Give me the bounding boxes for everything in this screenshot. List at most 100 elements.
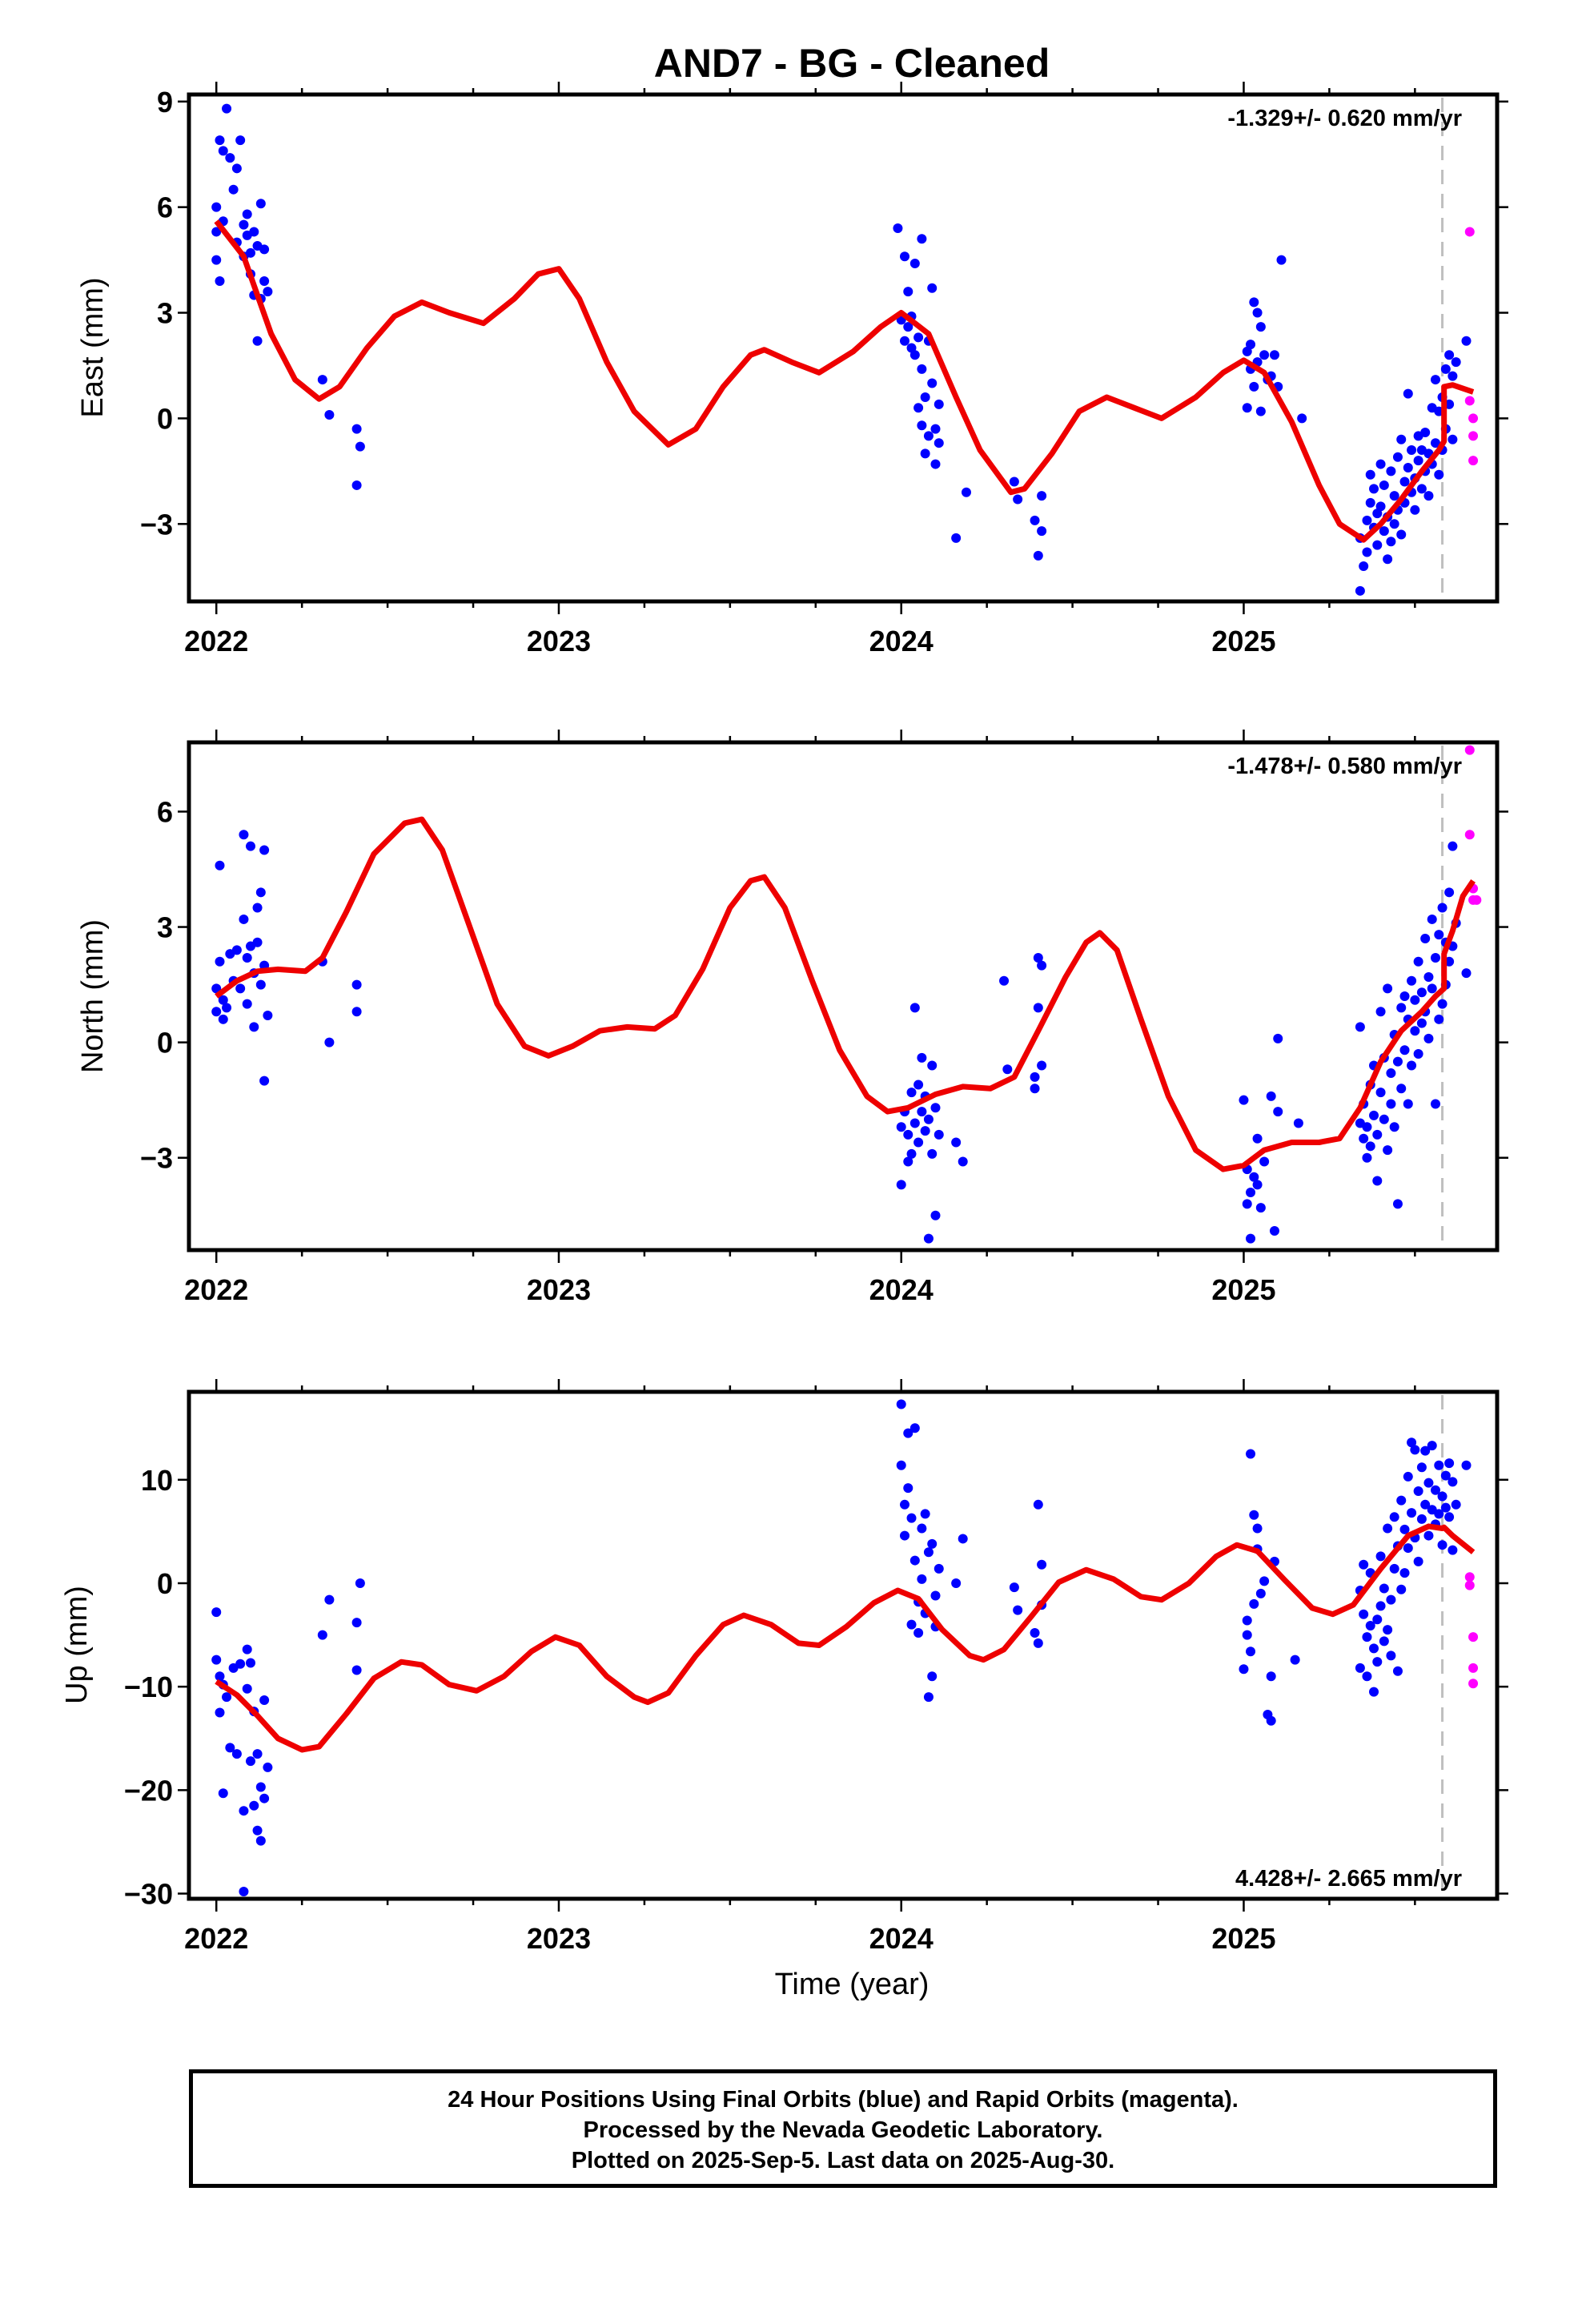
north-final-orbit-point	[1444, 887, 1455, 898]
east-final-orbit-point	[222, 103, 232, 114]
east-final-orbit-point	[1249, 297, 1259, 308]
north-y-tick-label: 3	[157, 911, 173, 944]
east-final-orbit-point	[215, 135, 225, 146]
north-rapid-orbit-point	[1464, 830, 1475, 840]
east-final-orbit-point	[1375, 501, 1386, 512]
east-final-orbit-point	[1434, 469, 1444, 480]
east-final-orbit-point	[1431, 375, 1441, 385]
east-final-orbit-point	[1413, 456, 1423, 466]
up-final-orbit-point	[927, 1538, 938, 1549]
up-final-orbit-point	[1420, 1445, 1431, 1456]
north-final-orbit-point	[1437, 999, 1447, 1009]
north-final-orbit-point	[239, 914, 249, 924]
east-final-orbit-point	[1423, 491, 1434, 501]
north-final-orbit-point	[1033, 952, 1043, 963]
north-final-orbit-point	[1396, 1084, 1407, 1094]
east-final-orbit-point	[1379, 526, 1389, 537]
east-final-orbit-point	[920, 392, 930, 403]
up-final-orbit-point	[324, 1594, 335, 1605]
north-final-orbit-point	[1255, 1203, 1266, 1213]
north-final-orbit-point	[1362, 1122, 1372, 1132]
north-final-orbit-point	[927, 1060, 938, 1071]
up-final-orbit-point	[1399, 1568, 1410, 1578]
east-final-orbit-point	[1420, 428, 1431, 437]
up-rapid-orbit-point	[1468, 1679, 1479, 1689]
north-final-orbit-point	[1410, 1026, 1420, 1036]
up-y-tick-label: 0	[157, 1567, 173, 1600]
up-final-orbit-point	[1396, 1495, 1407, 1506]
up-final-orbit-point	[1362, 1671, 1372, 1682]
east-y-tick-label: 9	[157, 86, 173, 119]
east-final-orbit-point	[934, 399, 944, 409]
up-final-orbit-point	[1379, 1636, 1389, 1647]
north-final-orbit-point	[249, 1022, 259, 1032]
east-final-orbit-point	[923, 431, 934, 441]
up-final-orbit-point	[1242, 1630, 1252, 1640]
north-final-orbit-point	[211, 1007, 222, 1017]
north-final-orbit-point	[1379, 1114, 1389, 1124]
east-final-orbit-point	[235, 135, 246, 146]
north-x-tick-label: 2022	[184, 1273, 248, 1306]
north-final-orbit-point	[215, 860, 225, 870]
north-final-orbit-point	[351, 979, 362, 990]
east-final-orbit-point	[1386, 537, 1396, 547]
north-final-orbit-point	[951, 1137, 962, 1148]
up-final-orbit-point	[242, 1683, 252, 1694]
north-final-orbit-point	[222, 1003, 232, 1013]
up-final-orbit-point	[1389, 1512, 1399, 1522]
north-final-orbit-point	[1431, 952, 1441, 963]
up-final-orbit-point	[1437, 1491, 1447, 1502]
east-final-orbit-point	[1407, 444, 1417, 455]
east-final-orbit-point	[899, 336, 909, 346]
east-final-orbit-point	[1276, 255, 1287, 265]
up-final-orbit-point	[1013, 1605, 1023, 1615]
east-x-tick-label: 2024	[869, 625, 934, 657]
north-final-orbit-point	[1383, 983, 1393, 994]
up-x-tick-label: 2024	[869, 1922, 934, 1955]
north-final-orbit-point	[1431, 1099, 1441, 1109]
north-final-orbit-point	[1447, 841, 1458, 851]
east-final-orbit-point	[1379, 480, 1389, 490]
east-final-orbit-point	[1037, 526, 1047, 537]
up-final-orbit-point	[1416, 1514, 1427, 1524]
north-final-orbit-point	[1407, 975, 1417, 986]
north-final-orbit-point	[923, 1233, 934, 1244]
up-final-orbit-point	[903, 1428, 913, 1438]
east-final-orbit-point	[1362, 547, 1372, 557]
up-final-orbit-point	[1355, 1663, 1365, 1673]
east-final-orbit-point	[927, 378, 938, 388]
up-final-orbit-point	[263, 1762, 273, 1772]
up-x-tick-label: 2023	[527, 1922, 591, 1955]
up-final-orbit-point	[1440, 1502, 1451, 1513]
north-final-orbit-point	[245, 841, 255, 851]
east-final-orbit-point	[1403, 388, 1413, 399]
up-final-orbit-point	[1407, 1437, 1417, 1448]
up-final-orbit-point	[259, 1793, 270, 1803]
north-final-orbit-point	[1359, 1133, 1369, 1144]
east-final-orbit-point	[934, 438, 944, 448]
east-final-orbit-point	[961, 487, 971, 497]
up-final-orbit-point	[927, 1671, 938, 1682]
east-final-orbit-point	[1389, 519, 1399, 529]
up-x-tick-label: 2025	[1211, 1922, 1275, 1955]
east-y-tick-label: 3	[157, 297, 173, 330]
east-final-orbit-point	[1359, 561, 1369, 572]
up-model-fit-curve	[215, 1523, 1476, 1753]
up-final-orbit-point	[1249, 1598, 1259, 1609]
up-rapid-orbit-point	[1468, 1632, 1479, 1642]
up-final-orbit-point	[1365, 1620, 1375, 1630]
north-final-orbit-point	[1002, 1064, 1013, 1075]
up-final-orbit-point	[917, 1523, 927, 1534]
up-final-orbit-point	[259, 1695, 270, 1705]
up-y-tick-label: −30	[124, 1878, 173, 1911]
north-final-orbit-point	[1362, 1152, 1372, 1163]
north-final-orbit-point	[1252, 1133, 1263, 1144]
east-rapid-orbit-point	[1464, 396, 1475, 406]
up-final-orbit-point	[1246, 1647, 1256, 1657]
north-final-orbit-point	[1037, 960, 1047, 971]
up-rapid-orbit-point	[1464, 1580, 1475, 1590]
up-final-orbit-point	[923, 1692, 934, 1703]
east-final-orbit-point	[351, 424, 362, 434]
up-final-orbit-point	[1416, 1462, 1427, 1473]
east-final-orbit-point	[913, 332, 924, 343]
